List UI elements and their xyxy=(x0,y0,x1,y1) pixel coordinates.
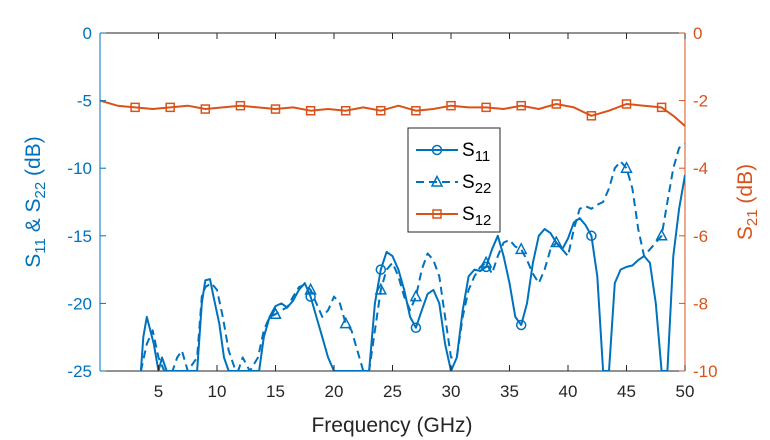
legend-marker xyxy=(431,144,443,156)
marker-s12 xyxy=(586,111,597,121)
legend: S11 S22 S12 xyxy=(407,127,501,233)
marker-s12 xyxy=(516,100,526,111)
x-tick-label: 5 xyxy=(154,382,163,401)
marker-s11 xyxy=(375,264,387,275)
x-tick-label: 10 xyxy=(208,382,227,401)
marker-s12 xyxy=(130,102,140,113)
marker-s22 xyxy=(655,228,668,241)
marker-s22 xyxy=(479,255,493,268)
y-right-tick-label: -6 xyxy=(693,227,708,246)
x-tick-label: 35 xyxy=(500,382,519,401)
marker-s22 xyxy=(374,282,388,295)
x-axis-label: Frequency (GHz) xyxy=(311,414,472,437)
marker-s12 xyxy=(411,105,421,116)
y-left-axis-label: S11 & S22 (dB) xyxy=(22,136,49,267)
marker-s12 xyxy=(446,100,456,111)
marker-s22 xyxy=(339,316,352,329)
y-right-tick-label: -10 xyxy=(693,362,718,381)
y-right-tick-label: -2 xyxy=(693,92,708,111)
y-right-tick-label: -8 xyxy=(693,294,708,313)
series-line-s11 xyxy=(139,174,685,371)
y-left-tick-label: -25 xyxy=(67,362,92,381)
marker-s11 xyxy=(410,322,422,333)
series-layer xyxy=(100,99,685,371)
marker-s22 xyxy=(620,161,633,173)
marker-s22 xyxy=(304,282,317,295)
y-left-tick-label: -20 xyxy=(67,294,92,313)
series-line-s22 xyxy=(139,143,685,371)
marker-s22 xyxy=(514,242,528,255)
y-right-tick-label: 0 xyxy=(693,24,702,43)
marker-s12 xyxy=(270,104,281,114)
plot-area xyxy=(99,32,686,372)
marker-s22 xyxy=(550,235,563,248)
tick-layer: 5 10 15 20 25 30 35 40 45 50 0 -5 -10 -15 -20 -25 0 -2 -4 -… xyxy=(67,24,717,401)
marker-s12 xyxy=(235,100,246,111)
x-tick-label: 40 xyxy=(559,382,578,401)
x-tick-label: 25 xyxy=(383,382,402,401)
marker-layer xyxy=(130,99,668,333)
series-line-s12 xyxy=(100,99,685,127)
marker-s22 xyxy=(409,289,423,302)
x-tick-label: 45 xyxy=(617,382,636,401)
marker-s12 xyxy=(305,105,316,116)
marker-s11 xyxy=(305,291,316,302)
marker-s11 xyxy=(515,319,527,331)
marker-s22 xyxy=(269,307,282,319)
marker-s12 xyxy=(200,104,211,114)
marker-s12 xyxy=(551,99,562,109)
legend-label-s11: S11 xyxy=(462,140,490,165)
y-left-tick-label: -10 xyxy=(67,159,92,178)
legend-label-s22: S22 xyxy=(462,172,491,197)
y-right-tick-label: -4 xyxy=(693,159,708,178)
marker-s12 xyxy=(376,105,386,116)
legend-label-s12: S12 xyxy=(462,204,491,229)
marker-s12 xyxy=(165,102,175,113)
x-tick-label: 20 xyxy=(325,382,344,401)
marker-s12 xyxy=(340,105,351,116)
y-left-tick-label: 0 xyxy=(83,24,92,43)
x-tick-label: 30 xyxy=(442,382,461,401)
marker-s11 xyxy=(586,230,597,242)
y-left-tick-label: -15 xyxy=(67,227,92,246)
y-left-tick-label: -5 xyxy=(77,92,92,111)
legend-marker xyxy=(432,209,442,219)
marker-s12 xyxy=(481,102,491,113)
y-right-axis-label: S21 (dB) xyxy=(734,164,761,240)
x-tick-label: 15 xyxy=(266,382,285,401)
legend-marker xyxy=(430,174,444,187)
marker-s12 xyxy=(621,99,632,109)
marker-s12 xyxy=(656,102,667,113)
x-tick-label: 50 xyxy=(676,382,695,401)
